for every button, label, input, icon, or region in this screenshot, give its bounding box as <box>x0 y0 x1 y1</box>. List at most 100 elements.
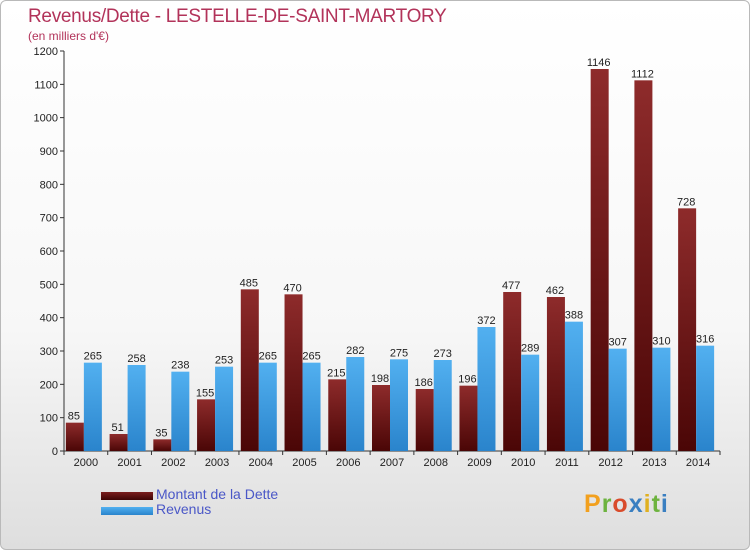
proxiti-logo: Proxiti <box>584 490 669 519</box>
value-label-revenue: 258 <box>127 353 145 365</box>
value-label-debt: 35 <box>155 427 167 439</box>
bar-debt <box>372 385 390 451</box>
value-label-debt: 485 <box>240 277 258 289</box>
value-label-revenue: 273 <box>434 348 452 360</box>
bar-debt <box>503 292 522 451</box>
bar-revenue <box>652 347 671 451</box>
value-label-debt: 196 <box>458 374 476 386</box>
x-tick-label: 2014 <box>686 457 710 469</box>
bar-revenue <box>521 354 540 451</box>
x-tick-label: 2000 <box>74 457 98 469</box>
chart-title: Revenus/Dette - LESTELLE-DE-SAINT-MARTOR… <box>28 6 447 27</box>
value-label-revenue: 372 <box>477 315 495 327</box>
x-tick-label: 2010 <box>511 457 535 469</box>
value-label-revenue: 289 <box>521 343 539 355</box>
bar-revenue <box>390 359 408 451</box>
logo-letter: t <box>651 490 661 518</box>
bar-debt <box>65 422 84 451</box>
value-label-revenue: 388 <box>565 310 583 322</box>
value-label-revenue: 238 <box>171 360 189 372</box>
bar-debt <box>678 208 697 451</box>
y-tick-label: 300 <box>40 346 58 358</box>
x-tick-label: 2003 <box>205 457 229 469</box>
bar-debt <box>415 389 434 451</box>
logo-letter: P <box>584 490 602 518</box>
y-tick-label: 200 <box>40 379 58 391</box>
logo-letter: i <box>643 490 652 518</box>
bar-revenue <box>83 362 102 451</box>
value-label-revenue: 282 <box>346 345 364 357</box>
value-label-debt: 462 <box>546 285 564 297</box>
value-label-debt: 215 <box>327 367 345 379</box>
legend-swatch-debt <box>101 492 153 500</box>
y-tick-label: 700 <box>40 213 58 225</box>
value-label-revenue: 265 <box>302 351 320 363</box>
y-tick-label: 800 <box>40 179 58 191</box>
bar-debt <box>240 289 259 451</box>
bar-debt <box>153 439 172 451</box>
value-label-revenue: 253 <box>215 355 233 367</box>
logo-letter: r <box>601 490 613 518</box>
logo-letter: o <box>612 490 629 518</box>
bar-debt <box>109 434 128 451</box>
legend-label-debt: Montant de la Dette <box>156 486 279 502</box>
value-label-revenue: 265 <box>259 351 277 363</box>
value-label-revenue: 307 <box>608 337 626 349</box>
value-label-debt: 728 <box>677 196 695 208</box>
bar-revenue <box>346 357 365 451</box>
bar-revenue <box>127 365 146 451</box>
logo-letter: x <box>628 490 644 518</box>
value-label-debt: 155 <box>196 387 214 399</box>
legend-label-revenue: Revenus <box>156 501 212 517</box>
x-tick-label: 2013 <box>642 457 666 469</box>
bar-revenue <box>696 345 715 451</box>
logo-letter: i <box>660 490 669 518</box>
x-tick-label: 2008 <box>423 457 447 469</box>
value-label-debt: 477 <box>502 280 520 292</box>
bar-debt <box>197 399 216 451</box>
bar-revenue <box>433 360 452 451</box>
y-tick-label: 1200 <box>34 46 58 58</box>
bar-debt <box>328 379 347 451</box>
value-label-revenue: 310 <box>652 336 670 348</box>
x-tick-label: 2006 <box>336 457 360 469</box>
bar-revenue <box>258 362 277 451</box>
bar-revenue <box>302 362 321 451</box>
bar-debt <box>546 297 565 451</box>
bar-revenue <box>477 327 496 451</box>
value-label-revenue: 265 <box>84 351 102 363</box>
bar-revenue <box>608 348 627 451</box>
x-tick-label: 2002 <box>161 457 185 469</box>
value-label-debt: 51 <box>111 422 123 434</box>
y-tick-label: 600 <box>40 246 58 258</box>
bar-debt <box>459 385 478 451</box>
value-label-debt: 198 <box>371 373 389 385</box>
value-label-revenue: 316 <box>696 334 714 346</box>
legend-swatch-revenue <box>101 507 153 515</box>
bar-revenue <box>215 366 234 451</box>
y-tick-label: 500 <box>40 279 58 291</box>
y-tick-label: 1000 <box>34 113 58 125</box>
chart-bars <box>65 69 715 451</box>
value-label-debt: 1146 <box>587 57 611 69</box>
y-tick-label: 400 <box>40 313 58 325</box>
bar-revenue <box>171 371 190 451</box>
x-tick-label: 2012 <box>598 457 622 469</box>
x-tick-label: 2011 <box>555 457 579 469</box>
bar-debt <box>284 294 303 451</box>
value-label-debt: 85 <box>68 411 80 423</box>
x-tick-label: 2004 <box>249 457 273 469</box>
y-tick-label: 0 <box>52 446 58 458</box>
bar-revenue <box>564 321 583 451</box>
value-label-debt: 1112 <box>631 68 654 80</box>
bar-debt <box>634 80 653 451</box>
x-tick-label: 2005 <box>292 457 316 469</box>
y-tick-label: 1100 <box>34 79 58 91</box>
bar-debt <box>590 69 609 451</box>
value-label-debt: 186 <box>415 377 433 389</box>
x-tick-label: 2009 <box>467 457 491 469</box>
value-label-debt: 470 <box>283 282 301 294</box>
